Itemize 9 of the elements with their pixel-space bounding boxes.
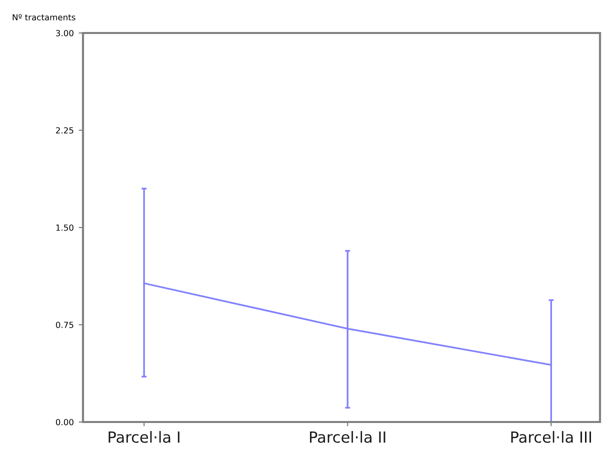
- x-tick-label: Parcel·la III: [511, 431, 591, 443]
- y-axis-title: Nº tractaments: [12, 14, 76, 20]
- y-tick-label: 0.00: [56, 418, 74, 426]
- y-tick-label: 1.50: [56, 224, 74, 231]
- x-tick-label: Parcel·la II: [310, 431, 386, 443]
- y-tick-label: 0.75: [56, 322, 74, 328]
- x-tick-label: Parcel·la I: [108, 431, 180, 443]
- y-tick-label: 3.00: [56, 30, 74, 36]
- y-tick-label: 2.25: [56, 127, 74, 134]
